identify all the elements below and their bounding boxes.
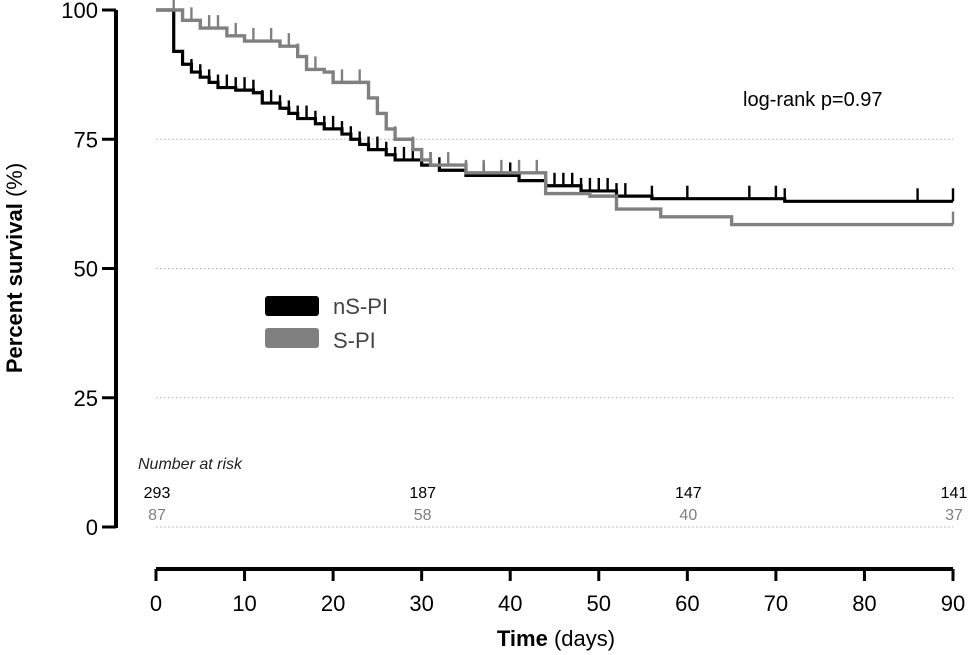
grid-lines [156,138,953,528]
x-axis-title-unit: (days) [548,626,615,651]
x-tick-label-70: 70 [764,591,788,616]
risk-count-ns-pi-90: 141 [941,485,968,502]
x-tick-label-50: 50 [587,591,611,616]
legend-label-ns-pi: nS-PI [333,294,388,319]
risk-count-s-pi-30: 58 [414,507,432,524]
x-tick-label-30: 30 [409,591,433,616]
number-at-risk-table: Number at risk 293 187 147 141 87 58 40 37 [138,456,967,524]
y-tick-label-100: 100 [61,0,98,23]
y-axis-title-bold: Percent survival [2,203,27,373]
y-tick-label-0: 0 [86,515,98,540]
x-tick-label-20: 20 [321,591,345,616]
x-tick-label-80: 80 [852,591,876,616]
y-tick-label-50: 50 [74,257,98,282]
y-axis-title: Percent survival (%) [2,163,27,373]
x-tick-label-10: 10 [232,591,256,616]
legend-swatch-s-pi [265,328,319,348]
risk-count-s-pi-60: 40 [679,507,697,524]
x-axis-title-bold: Time [497,626,548,651]
legend-swatch-ns-pi [265,296,319,316]
survival-curve-s-pi [156,8,953,227]
risk-count-s-pi-0: 87 [148,507,166,524]
x-axis-title: Time (days) [497,626,615,651]
log-rank-annotation: log-rank p=0.97 [743,89,883,111]
survival-curves [156,0,955,227]
risk-count-ns-pi-60: 147 [675,485,702,502]
y-tick-label-75: 75 [74,127,98,152]
x-tick-label-60: 60 [675,591,699,616]
x-tick-label-40: 40 [498,591,522,616]
risk-table-title: Number at risk [138,456,243,473]
y-tick-label-25: 25 [74,386,98,411]
risk-count-ns-pi-30: 187 [409,485,436,502]
x-tick-label-0: 0 [150,591,162,616]
y-axis-title-unit: (%) [2,163,27,203]
legend: nS-PI S-PI [265,294,388,353]
axes: 0 25 50 75 100 0 10 20 30 40 50 60 70 80 90 [61,0,965,616]
x-tick-label-90: 90 [941,591,965,616]
risk-count-ns-pi-0: 293 [144,485,171,502]
legend-label-s-pi: S-PI [333,328,376,353]
risk-count-s-pi-90: 37 [945,507,963,524]
